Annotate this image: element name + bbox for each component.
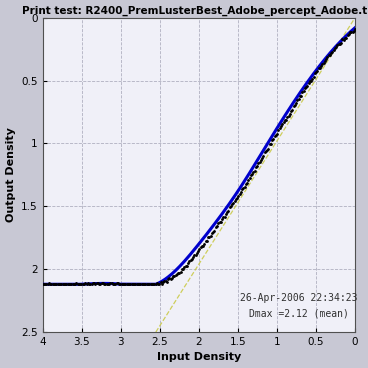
Text: Dmax =2.12 (mean): Dmax =2.12 (mean) [249,308,349,318]
X-axis label: Input Density: Input Density [157,353,241,362]
Text: 26-Apr-2006 22:34:23: 26-Apr-2006 22:34:23 [240,293,358,303]
Title: Print test: R2400_PremLusterBest_Adobe_percept_Adobe.tif: Print test: R2400_PremLusterBest_Adobe_p… [22,6,368,16]
Y-axis label: Output Density: Output Density [6,127,15,222]
